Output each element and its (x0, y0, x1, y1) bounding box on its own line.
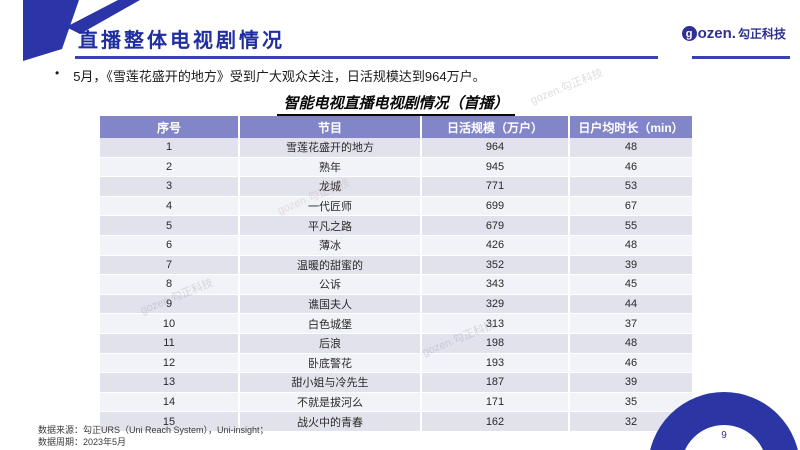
logo-wordmark: ozen. (697, 25, 736, 42)
table-cell: 白色城堡 (240, 314, 422, 333)
table-row: 3 龙城 771 53 (100, 177, 692, 197)
table-cell: 10 (100, 314, 240, 333)
table-cell: 战火中的青春 (240, 412, 422, 431)
table-row: 9 谯国夫人 329 44 (100, 294, 692, 315)
table-cell: 13 (100, 373, 240, 392)
table-title-wrap: 智能电视直播电视剧情况（首播） (100, 92, 692, 116)
table-header-cell: 节目 (240, 116, 422, 138)
table-cell: 6 (100, 235, 240, 255)
table-body: 1 雪莲花盛开的地方 964 48 2 熟年 945 46 3 龙城 771 53 4 一代匠师 699 67… (100, 138, 692, 432)
table-cell: 7 (100, 255, 240, 275)
table-cell: 3 (100, 177, 240, 196)
table-cell: 48 (570, 333, 692, 353)
logo-g-icon: g (681, 26, 697, 41)
table-cell: 426 (422, 235, 570, 255)
table-cell: 45 (570, 275, 692, 294)
table-cell: 12 (100, 353, 240, 373)
table-row: 14 不就是拔河么 171 35 (100, 392, 692, 413)
table-row: 10 白色城堡 313 37 (100, 314, 692, 334)
table-cell: 771 (422, 177, 570, 196)
table-cell: 薄冰 (240, 235, 422, 255)
table-header-cell: 序号 (100, 116, 240, 138)
table-row: 12 卧底警花 193 46 (100, 353, 692, 374)
table-row: 6 薄冰 426 48 (100, 235, 692, 256)
logo-underline (692, 56, 790, 59)
table-cell: 5 (100, 216, 240, 235)
table-cell: 193 (422, 353, 570, 373)
table-cell: 48 (570, 235, 692, 255)
table-cell: 卧底警花 (240, 353, 422, 373)
summary-bullet: • 5月，《雪莲花盛开的地方》受到广大观众关注，日活规模达到964万户。 (55, 66, 486, 85)
table-row: 8 公诉 343 45 (100, 275, 692, 295)
table-row: 7 温暖的甜蜜的 352 39 (100, 255, 692, 276)
summary-text: 5月，《雪莲花盛开的地方》受到广大观众关注，日活规模达到964万户。 (73, 69, 486, 84)
table-row: 15 战火中的青春 162 32 (100, 412, 692, 432)
drama-data-table: 序号 节目 日活规模（万户） 日户均时长（min） 1 雪莲花盛开的地方 964 48 2 熟年… (100, 116, 692, 432)
table-row: 1 雪莲花盛开的地方 964 48 (100, 138, 692, 158)
table-row: 13 甜小姐与冷先生 187 39 (100, 373, 692, 393)
table-cell: 964 (422, 138, 570, 157)
table-cell: 8 (100, 275, 240, 294)
table-cell: 679 (422, 216, 570, 235)
page-number: 9 (721, 430, 727, 441)
page-title: 直播整体电视剧情况 (78, 30, 285, 52)
table-cell: 187 (422, 373, 570, 392)
table-cell: 46 (570, 157, 692, 177)
table-cell: 甜小姐与冷先生 (240, 373, 422, 392)
table-cell: 48 (570, 138, 692, 157)
bullet-icon: • (55, 66, 60, 80)
data-source-note: 数据来源：勾正URS（Uni Reach System），Uni-insight… (38, 425, 269, 435)
table-cell: 一代匠师 (240, 196, 422, 216)
table-cell: 699 (422, 196, 570, 216)
table-title: 智能电视直播电视剧情况（首播） (277, 92, 515, 116)
table-row: 5 平凡之路 679 55 (100, 216, 692, 236)
table-header-cell: 日户均时长（min） (570, 116, 692, 138)
table-cell: 162 (422, 412, 570, 431)
table-cell: 198 (422, 333, 570, 353)
table-cell: 1 (100, 138, 240, 157)
table-cell: 44 (570, 294, 692, 314)
corner-decoration-shape (23, 0, 140, 61)
logo-cn-name: 勾正科技 (737, 27, 786, 41)
table-cell: 不就是拔河么 (240, 392, 422, 412)
table-cell: 15 (100, 412, 240, 431)
table-cell: 171 (422, 392, 570, 412)
table-row: 2 熟年 945 46 (100, 157, 692, 178)
table-cell: 67 (570, 196, 692, 216)
table-cell: 谯国夫人 (240, 294, 422, 314)
table-cell: 熟年 (240, 157, 422, 177)
table-cell: 329 (422, 294, 570, 314)
table-cell: 37 (570, 314, 692, 333)
table-cell: 9 (100, 294, 240, 314)
title-underline (75, 56, 658, 59)
table-cell: 945 (422, 157, 570, 177)
table-cell: 39 (570, 373, 692, 392)
table-header-cell: 日活规模（万户） (422, 116, 570, 138)
gozen-logo: g ozen. 勾正科技 (681, 25, 786, 42)
table-cell: 平凡之路 (240, 216, 422, 235)
table-cell: 55 (570, 216, 692, 235)
table-cell: 14 (100, 392, 240, 412)
table-cell: 2 (100, 157, 240, 177)
table-cell: 343 (422, 275, 570, 294)
table-cell: 53 (570, 177, 692, 196)
table-cell: 温暖的甜蜜的 (240, 255, 422, 275)
table-cell: 11 (100, 333, 240, 353)
table-header-row: 序号 节目 日活规模（万户） 日户均时长（min） (100, 116, 692, 138)
footer-notes: 数据来源：勾正URS（Uni Reach System），Uni-insight… (38, 424, 269, 448)
table-cell: 39 (570, 255, 692, 275)
table-row: 4 一代匠师 699 67 (100, 196, 692, 217)
table-cell: 雪莲花盛开的地方 (240, 138, 422, 157)
table-cell: 4 (100, 196, 240, 216)
table-cell: 35 (570, 392, 692, 412)
table-cell: 46 (570, 353, 692, 373)
table-row: 11 后浪 198 48 (100, 333, 692, 354)
table-cell: 后浪 (240, 333, 422, 353)
data-period-note: 数据周期：2023年5月 (38, 437, 127, 447)
table-cell: 313 (422, 314, 570, 333)
table-cell: 公诉 (240, 275, 422, 294)
table-cell: 龙城 (240, 177, 422, 196)
table-cell: 352 (422, 255, 570, 275)
